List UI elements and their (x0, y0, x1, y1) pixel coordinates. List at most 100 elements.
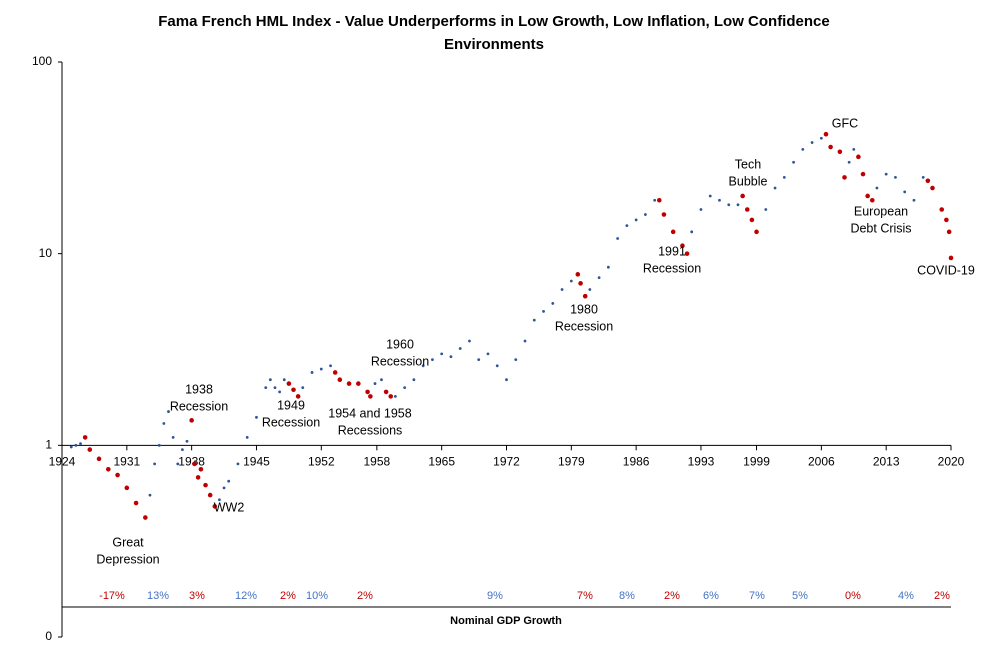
data-point (218, 498, 221, 502)
annotation: GFC (832, 116, 858, 130)
data-point (680, 243, 685, 249)
data-point (869, 197, 875, 203)
gdp-value: 13% (147, 590, 169, 602)
data-point (736, 203, 740, 207)
data-point (236, 462, 240, 466)
data-point (661, 212, 667, 217)
gdp-value: 6% (703, 590, 719, 602)
gdp-value: 2% (664, 590, 680, 602)
data-point (690, 230, 694, 234)
data-point (468, 339, 471, 343)
x-tick-label: 1986 (623, 455, 650, 469)
data-point (625, 224, 629, 228)
data-point (212, 504, 218, 509)
x-tick-label: 1972 (493, 455, 520, 469)
data-point (842, 175, 847, 180)
data-point (653, 198, 657, 202)
annotation: 1954 and 1958 (328, 406, 411, 420)
data-point (393, 395, 397, 398)
data-point (875, 186, 879, 190)
data-point (708, 194, 712, 198)
data-point (684, 251, 690, 256)
x-tick-label: 1931 (113, 455, 140, 469)
data-point (176, 462, 180, 466)
data-point (810, 141, 814, 144)
gdp-value: 8% (619, 590, 635, 602)
data-point (542, 309, 545, 313)
data-point (616, 237, 620, 240)
data-point (133, 500, 139, 506)
data-point (656, 197, 662, 203)
x-tick-label: 1965 (428, 455, 455, 469)
data-point (912, 198, 916, 202)
annotation: 1991 (658, 244, 686, 258)
data-point (383, 389, 389, 395)
data-point (106, 466, 111, 472)
data-point (903, 190, 907, 194)
data-point (477, 358, 481, 362)
data-point (754, 229, 759, 235)
annotation: Recession (170, 399, 228, 413)
annotation: European (854, 204, 908, 218)
gdp-value: 2% (357, 590, 373, 602)
y-tick-label: 10 (39, 246, 53, 260)
data-point (282, 378, 286, 382)
data-point (388, 394, 394, 399)
y-tick-label: 0 (45, 629, 52, 643)
annotation: Great (112, 535, 144, 549)
annotation: COVID-19 (917, 263, 975, 277)
x-tick-label: 1958 (364, 455, 391, 469)
gdp-value: 4% (898, 590, 914, 602)
x-tick-label: 1945 (243, 455, 270, 469)
data-point (124, 485, 130, 491)
data-point (930, 185, 935, 191)
annotation: Recession (371, 354, 429, 368)
data-point (819, 136, 823, 140)
data-point (167, 410, 170, 413)
data-point (823, 131, 829, 137)
y-tick-label: 1 (45, 438, 52, 452)
y-tick-label: 100 (32, 54, 52, 68)
data-point (162, 422, 166, 425)
data-point (860, 171, 866, 177)
data-point (718, 198, 721, 202)
data-point (939, 207, 945, 212)
data-point (264, 386, 268, 390)
data-point (291, 387, 296, 393)
data-point (946, 229, 952, 235)
data-point (852, 147, 856, 151)
data-point (171, 435, 175, 439)
x-tick-label: 1979 (558, 455, 585, 469)
annotation: Bubble (729, 174, 768, 188)
data-point (569, 279, 573, 283)
data-point (380, 378, 383, 382)
chart-title: Fama French HML Index - Value Underperfo… (158, 13, 829, 30)
x-tick-label: 1999 (743, 455, 770, 469)
annotation: 1938 (185, 382, 213, 396)
data-point (597, 276, 601, 280)
annotation: 1960 (386, 337, 414, 351)
data-point (278, 390, 282, 394)
data-point (82, 435, 88, 440)
data-point (310, 371, 314, 374)
data-point (143, 515, 148, 520)
data-point (295, 394, 301, 399)
data-point (514, 358, 518, 362)
data-point (273, 386, 277, 390)
annotation: Debt Crisis (850, 221, 911, 235)
data-point (486, 352, 490, 356)
data-point (207, 492, 213, 498)
annotation: WW2 (214, 500, 245, 514)
data-point (523, 339, 527, 343)
gdp-value: 5% (792, 590, 808, 602)
data-point (421, 364, 425, 368)
annotation: Recession (555, 319, 613, 333)
data-point (286, 381, 292, 386)
data-point (578, 281, 583, 286)
gdp-value: 7% (577, 590, 593, 602)
data-point (268, 378, 272, 382)
data-point (699, 208, 703, 211)
gdp-value: 7% (749, 590, 765, 602)
data-point (551, 302, 555, 305)
data-point (764, 208, 768, 211)
